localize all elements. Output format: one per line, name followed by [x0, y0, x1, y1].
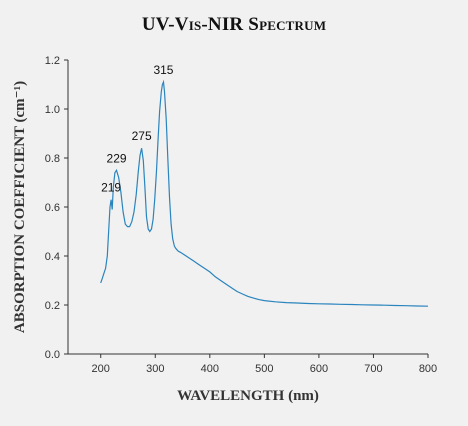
x-tick-label: 300 [146, 363, 164, 375]
y-tick-label: 1.0 [45, 104, 60, 116]
x-tick-label: 500 [255, 363, 273, 375]
y-tick-label: 0.6 [45, 202, 60, 214]
peak-label-219: 219 [101, 181, 121, 195]
series-line [100, 79, 429, 307]
y-axis-title: ABSORPTION COEFFICIENT (cm⁻¹) [12, 81, 28, 333]
x-tick-label: 200 [92, 363, 110, 375]
y-tick-label: 0.8 [45, 153, 60, 165]
y-tick-label: 1.2 [45, 55, 60, 67]
x-tick-label: 700 [364, 363, 382, 375]
peak-label-229: 229 [107, 151, 127, 165]
y-tick-label: 0.0 [45, 349, 60, 361]
peak-labels: 219 229 275 315 [101, 63, 174, 195]
axis-ticks: 200 300 400 500 600 700 800 0.0 0.2 0.4 0.6 0.8 1.0 1… [45, 55, 437, 375]
x-axis-title: WAVELENGTH (nm) [177, 388, 319, 404]
x-tick-label: 400 [201, 363, 219, 375]
chart-title: UV-Vis-NIR Spectrum [141, 14, 327, 35]
x-tick-label: 800 [419, 363, 437, 375]
peak-label-315: 315 [153, 63, 173, 77]
y-tick-label: 0.4 [45, 251, 60, 263]
peak-label-275: 275 [132, 129, 152, 143]
y-tick-label: 0.2 [45, 300, 60, 312]
x-tick-label: 600 [310, 363, 328, 375]
